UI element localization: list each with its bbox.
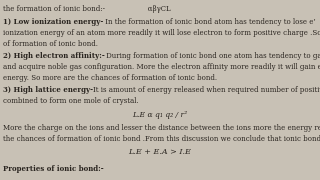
Text: L.E + E.A > I.E: L.E + E.A > I.E [129, 148, 191, 156]
Text: and acquire noble gas configuration. More the electron affinity more readily it : and acquire noble gas configuration. Mor… [3, 63, 320, 71]
Text: 2) High electron affinity:-: 2) High electron affinity:- [3, 52, 104, 60]
Text: of formation of ionic bond.: of formation of ionic bond. [3, 40, 98, 48]
Text: combined to form one mole of crystal.: combined to form one mole of crystal. [3, 97, 138, 105]
Text: It is amount of energy released when required number of positive: It is amount of energy released when req… [92, 86, 320, 94]
Text: More the charge on the ions and lesser the distance between the ions more the en: More the charge on the ions and lesser t… [3, 124, 320, 132]
Text: Properties of ionic bond:-: Properties of ionic bond:- [3, 165, 103, 173]
Text: L.E α q₁ q₂ / r²: L.E α q₁ q₂ / r² [132, 111, 188, 119]
Text: ionization energy of an atom more readily it will lose electron to form positive: ionization energy of an atom more readil… [3, 29, 320, 37]
Text: the chances of formation of ionic bond .From this discussion we conclude that io: the chances of formation of ionic bond .… [3, 135, 320, 143]
Text: the formation of ionic bond:-                   αβγCL: the formation of ionic bond:- αβγCL [3, 5, 170, 13]
Text: 3) High lattice energy-: 3) High lattice energy- [3, 86, 92, 94]
Text: 1) Low ionization energy-: 1) Low ionization energy- [3, 18, 103, 26]
Text: energy. So more are the chances of formation of ionic bond.: energy. So more are the chances of forma… [3, 74, 217, 82]
Text: In the formation of ionic bond atom has tendency to lose e’: In the formation of ionic bond atom has … [103, 18, 316, 26]
Text: During formation of ionic bond one atom has tendency to gain on: During formation of ionic bond one atom … [104, 52, 320, 60]
